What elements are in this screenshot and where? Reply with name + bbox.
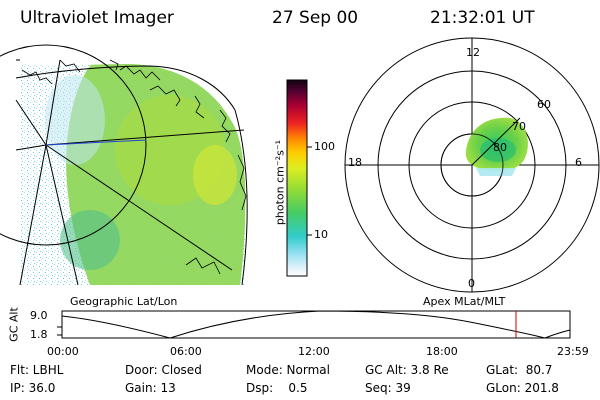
polar-caption: Apex MLat/MLT — [423, 295, 506, 308]
status-mode: Mode: Normal — [246, 363, 330, 377]
instrument-title: Ultraviolet Imager — [20, 8, 174, 28]
mlat-label-80: 80 — [493, 141, 507, 154]
coastlines — [21, 59, 247, 275]
time-tick-0000: 00:00 — [47, 345, 79, 358]
polar-aurora-image — [465, 117, 528, 176]
altitude-ytick-1-8: 1.8 — [30, 328, 48, 341]
status-glon: GLon: 201.8 — [486, 381, 559, 395]
mlt-label-0: 0 — [468, 277, 475, 290]
colorbar-tick-10: 10 — [314, 228, 328, 241]
colorbar-unit-label: photon cm⁻²s⁻¹ — [273, 139, 287, 226]
altitude-ylabel: GC Alt — [7, 307, 21, 342]
status-sequence: Seq: 39 — [365, 381, 411, 395]
altitude-plot-frame — [57, 310, 571, 339]
mlat-label-70: 70 — [512, 120, 526, 133]
colorbar-scale — [286, 79, 308, 277]
status-gain: Gain: 13 — [125, 381, 176, 395]
mlt-label-6: 6 — [575, 156, 582, 169]
mlt-label-12: 12 — [466, 46, 480, 59]
status-glat: GLat: 80.7 — [486, 363, 553, 377]
time-tick-0600: 06:00 — [170, 345, 202, 358]
altitude-ytick-9: 9.0 — [30, 309, 48, 322]
colorbar-tick-100: 100 — [314, 140, 335, 153]
status-gc-altitude: GC Alt: 3.8 Re — [365, 363, 449, 377]
geographic-caption: Geographic Lat/Lon — [70, 295, 178, 308]
altitude-curve — [61, 310, 571, 339]
mlat-label-60: 60 — [537, 98, 551, 111]
status-dsp: Dsp: 0.5 — [246, 381, 308, 395]
geographic-grid — [0, 44, 248, 286]
status-ip: IP: 36.0 — [10, 381, 56, 395]
time-tick-1200: 12:00 — [298, 345, 330, 358]
status-door: Door: Closed — [125, 363, 202, 377]
status-filter: Flt: LBHL — [10, 363, 64, 377]
observation-date: 27 Sep 00 — [272, 8, 359, 28]
observation-time: 21:32:01 UT — [430, 8, 535, 28]
time-tick-1800: 18:00 — [426, 345, 458, 358]
time-tick-2359: 23:59 — [557, 345, 589, 358]
mlt-label-18: 18 — [348, 156, 362, 169]
